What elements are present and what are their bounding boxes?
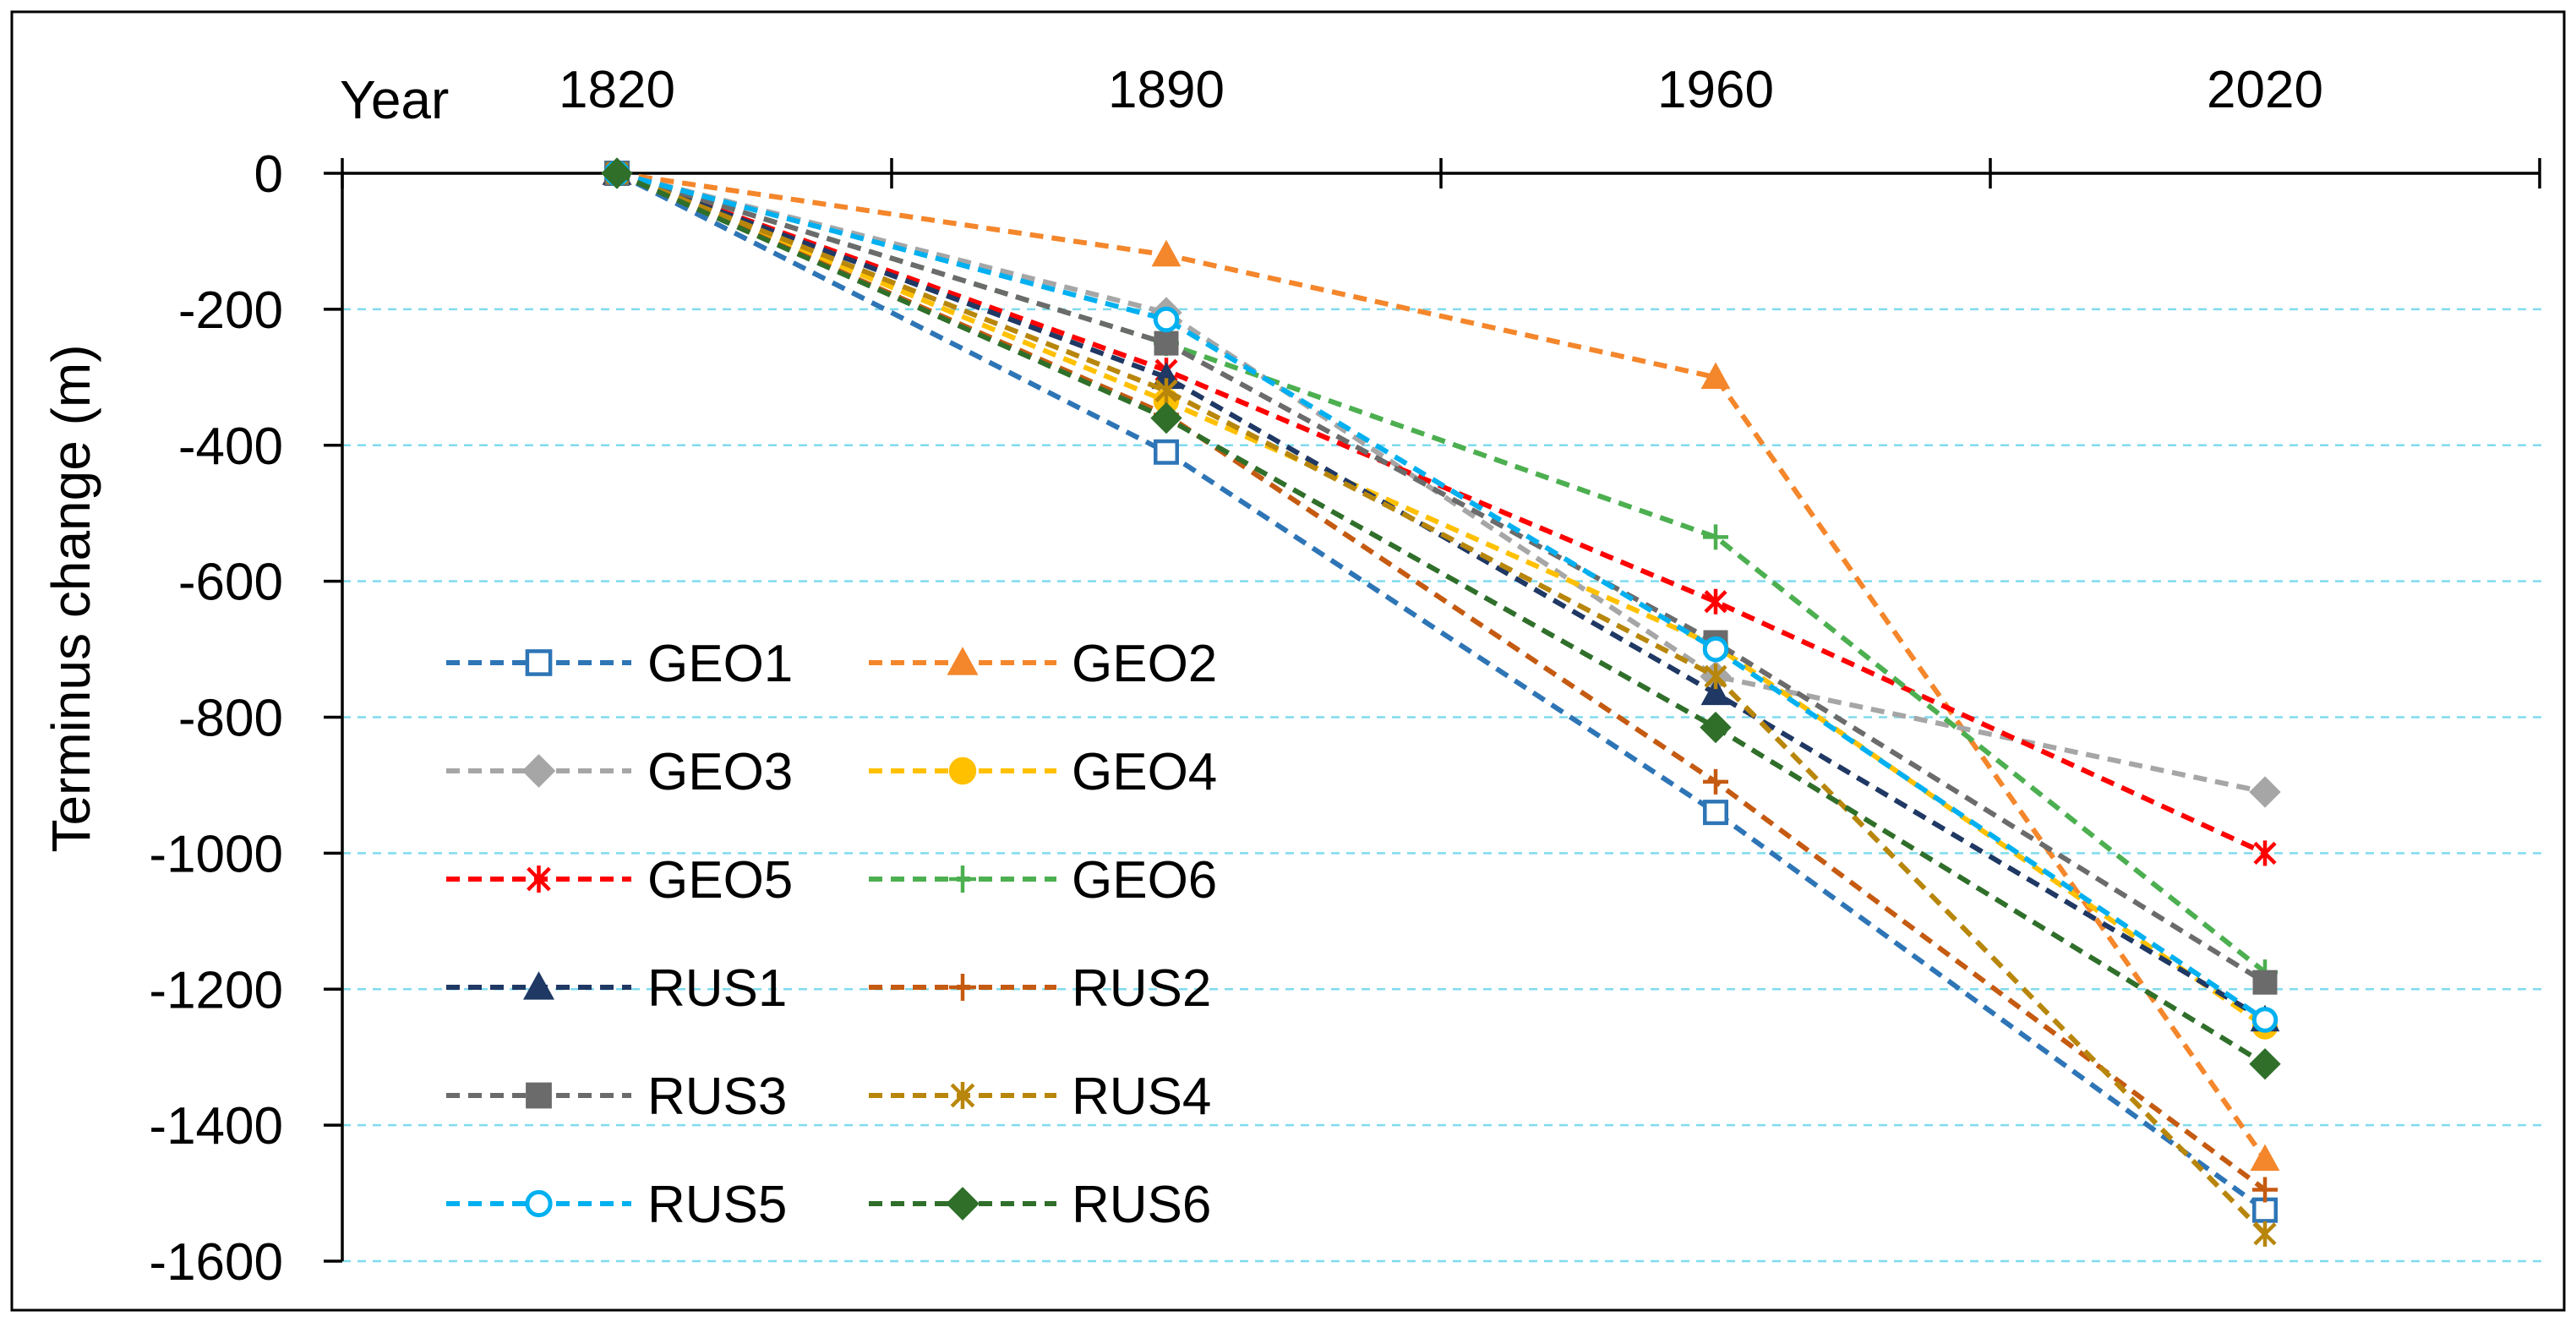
data-point-rus2-2020 — [2252, 1177, 2278, 1203]
legend-label-geo6: GEO6 — [1072, 851, 1217, 910]
data-point-geo2-2020 — [2250, 1144, 2280, 1172]
data-point-geo3-2020 — [2249, 776, 2281, 808]
legend: GEO1 GEO2 GEO3 GEO4 GEO5 GEO6 RUS1 RUS2 RUS3 RUS4… — [446, 635, 1217, 1234]
legend-item-geo1: GEO1 — [446, 635, 793, 693]
y-axis-label: Terminus change (m) — [41, 344, 101, 852]
legend-label-geo2: GEO2 — [1072, 635, 1217, 693]
data-point-geo5-2020 — [2253, 840, 2277, 866]
x-axis-label: Year — [340, 69, 449, 130]
x-tick-label: 1960 — [1657, 61, 1774, 119]
data-point-geo5-1960 — [1704, 588, 1727, 615]
data-point-rus5-1890 — [1153, 306, 1180, 333]
data-point-rus4-1960 — [1704, 664, 1727, 690]
legend-marker-rus3 — [526, 1082, 552, 1109]
series-line-rus4 — [615, 171, 2268, 1236]
y-tick-label: -600 — [178, 554, 283, 612]
legend-label-rus5: RUS5 — [647, 1176, 787, 1234]
series-line-rus5 — [616, 171, 2267, 1022]
y-tick-label: -400 — [178, 418, 283, 476]
data-point-geo1-2020 — [2252, 1197, 2278, 1223]
legend-marker-rus1 — [523, 971, 554, 1000]
data-point-geo2-1960 — [1700, 362, 1731, 390]
data-point-rus5-1960 — [1702, 636, 1729, 663]
legend-label-geo3: GEO3 — [647, 743, 793, 801]
legend-label-rus4: RUS4 — [1072, 1068, 1211, 1126]
data-point-geo6-1960 — [1703, 524, 1728, 550]
tick-labels: 0 -200 -400 -600 -800 -1000 -1200 -1400 -1600 182… — [149, 61, 2323, 1292]
series-group — [601, 157, 2281, 1247]
y-tick-label: -1600 — [149, 1233, 283, 1292]
data-point-geo2-1890 — [1151, 239, 1182, 267]
legend-label-geo4: GEO4 — [1072, 743, 1217, 801]
legend-marker-rus2 — [949, 974, 976, 1001]
y-tick-label: -1400 — [149, 1097, 283, 1155]
y-tick-label: -1200 — [149, 961, 283, 1019]
y-tick-label: -200 — [178, 281, 283, 340]
legend-item-rus2: RUS2 — [869, 959, 1211, 1018]
data-point-rus4-2020 — [2253, 1221, 2277, 1247]
legend-marker-rus5 — [525, 1189, 553, 1218]
data-point-geo1-1890 — [1154, 439, 1179, 465]
legend-marker-rus4 — [950, 1082, 975, 1109]
legend-item-rus5: RUS5 — [446, 1176, 787, 1234]
data-point-rus4-1890 — [1154, 378, 1178, 404]
data-point-rus3-1890 — [1154, 330, 1179, 356]
data-point-rus1-1960 — [1700, 678, 1731, 706]
legend-marker-geo3 — [521, 754, 556, 788]
series-line-geo3 — [616, 171, 2266, 795]
legend-item-rus6: RUS6 — [869, 1176, 1211, 1234]
gridlines — [342, 308, 2544, 1263]
legend-label-geo1: GEO1 — [647, 635, 793, 693]
legend-item-rus1: RUS1 — [446, 959, 787, 1018]
y-tick-label: -800 — [178, 690, 283, 748]
y-tick-label: -1000 — [149, 825, 283, 883]
series-line-geo4 — [615, 171, 2267, 1029]
data-point-rus5-2020 — [2251, 1007, 2279, 1033]
series-line-geo2 — [616, 171, 2268, 1161]
data-point-rus2-1960 — [1703, 768, 1728, 795]
legend-marker-geo1 — [525, 649, 553, 676]
legend-label-geo5: GEO5 — [647, 851, 793, 910]
legend-marker-rus6 — [946, 1187, 980, 1221]
series-line-rus2 — [615, 171, 2267, 1192]
x-tick-label: 1820 — [559, 61, 675, 119]
legend-label-rus2: RUS2 — [1072, 959, 1211, 1018]
legend-label-rus1: RUS1 — [647, 959, 787, 1018]
data-point-rus6-1820 — [601, 157, 633, 189]
legend-item-geo3: GEO3 — [446, 743, 793, 801]
legend-label-rus6: RUS6 — [1072, 1176, 1211, 1234]
y-tick-label: 0 — [254, 145, 283, 204]
chart-border — [10, 10, 2566, 1312]
series-line-geo1 — [615, 171, 2267, 1213]
legend-marker-geo4 — [948, 757, 977, 785]
legend-item-rus4: RUS4 — [869, 1068, 1211, 1126]
legend-item-geo4: GEO4 — [869, 743, 1217, 801]
legend-marker-geo5 — [527, 866, 551, 893]
legend-item-geo6: GEO6 — [869, 851, 1217, 910]
axes — [324, 158, 2541, 1263]
data-point-rus3-2020 — [2252, 970, 2278, 995]
x-tick-label: 1890 — [1108, 61, 1225, 119]
legend-item-rus3: RUS3 — [446, 1068, 787, 1126]
data-point-rus6-1890 — [1150, 402, 1182, 434]
legend-label-rus3: RUS3 — [647, 1068, 787, 1126]
series-line-rus3 — [616, 171, 2267, 985]
x-tick-label: 2020 — [2207, 61, 2323, 119]
legend-marker-geo2 — [947, 647, 979, 675]
series-rus6 — [601, 157, 2281, 1080]
data-point-geo1-1960 — [1703, 800, 1728, 826]
data-point-rus6-1960 — [1700, 711, 1732, 744]
legend-item-geo5: GEO5 — [446, 851, 793, 910]
data-point-rus6-2020 — [2249, 1048, 2281, 1080]
legend-marker-geo6 — [949, 866, 976, 893]
legend-item-geo2: GEO2 — [869, 635, 1217, 693]
